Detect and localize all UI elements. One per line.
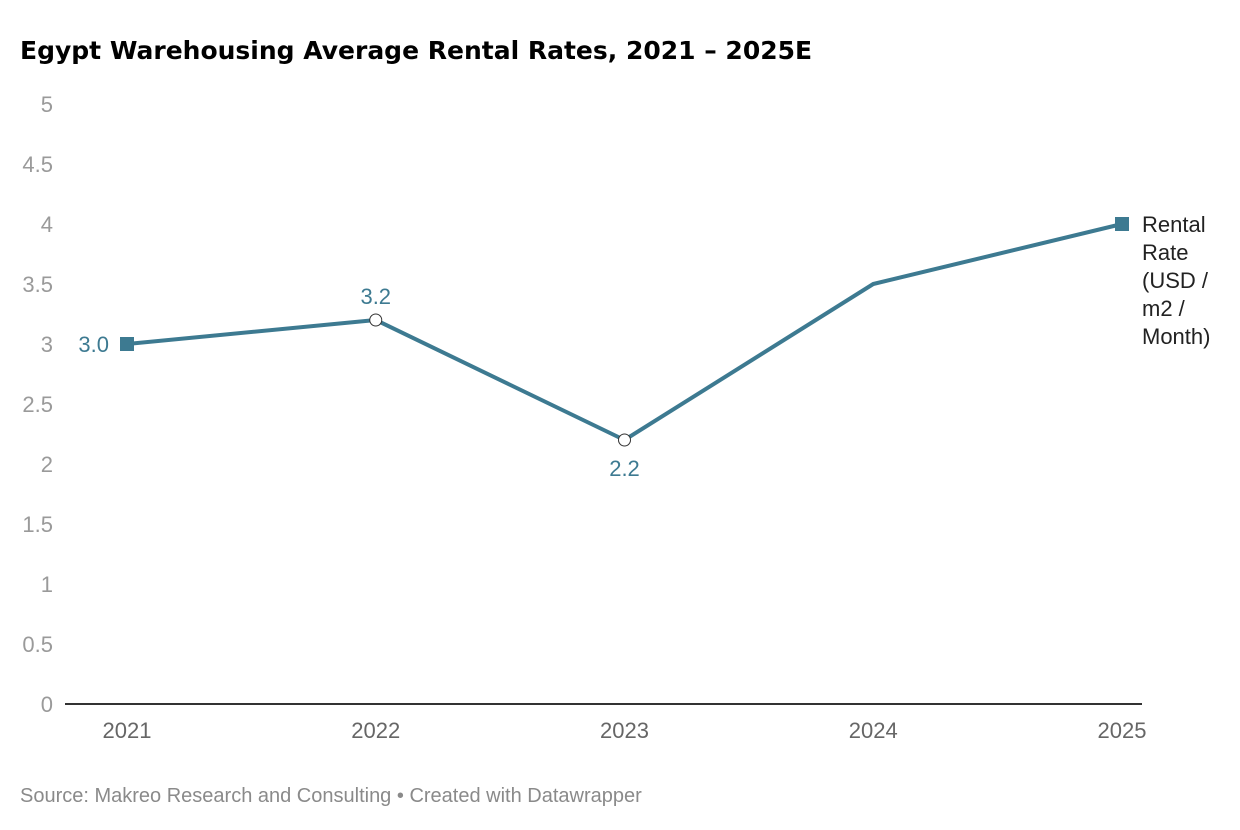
y-tick-label: 4.5 — [22, 152, 53, 177]
data-label: 3.0 — [78, 332, 109, 357]
y-tick-label: 2 — [41, 452, 53, 477]
y-tick-label: 0.5 — [22, 632, 53, 657]
footer-separator: • — [396, 785, 404, 807]
data-point-square — [1115, 217, 1129, 231]
series-name-line: Rate — [1142, 240, 1188, 265]
y-tick-label: 2.5 — [22, 392, 53, 417]
x-tick-label: 2025 — [1098, 718, 1147, 743]
series-end-label: Rental Rate (USD / m2 / Month) — [1142, 212, 1210, 349]
x-tick-label: 2022 — [351, 718, 400, 743]
series-name-line: Rental — [1142, 212, 1206, 237]
y-tick-label: 4 — [41, 212, 53, 237]
data-point-circle — [369, 313, 383, 327]
data-labels: 3.0 3.2 2.2 — [78, 284, 639, 481]
series-name-line: (USD / — [1142, 268, 1209, 293]
y-tick-label: 1 — [41, 572, 53, 597]
y-tick-label: 0 — [41, 692, 53, 717]
x-tick-label: 2021 — [103, 718, 152, 743]
y-axis: 0 0.5 1 1.5 2 2.5 3 3.5 4 4.5 5 — [22, 92, 53, 717]
x-tick-label: 2024 — [849, 718, 898, 743]
x-tick-label: 2023 — [600, 718, 649, 743]
series-rental-rate — [120, 217, 1129, 447]
y-tick-label: 5 — [41, 92, 53, 117]
x-axis: 2021 2022 2023 2024 2025 — [103, 718, 1147, 743]
footer: Source: Makreo Research and Consulting •… — [20, 785, 642, 808]
data-point-circle — [618, 433, 631, 447]
data-label: 3.2 — [360, 284, 391, 309]
data-point-square — [120, 337, 134, 351]
y-tick-label: 1.5 — [22, 512, 53, 537]
y-tick-label: 3 — [41, 332, 53, 357]
y-tick-label: 3.5 — [22, 272, 53, 297]
credit-text: Created with Datawrapper — [409, 785, 642, 807]
series-name-line: Month) — [1142, 324, 1210, 349]
data-label: 2.2 — [609, 456, 640, 481]
chart-title: Egypt Warehousing Average Rental Rates, … — [20, 36, 813, 65]
source-text: Source: Makreo Research and Consulting — [20, 785, 392, 807]
series-line — [125, 222, 1124, 442]
series-name-line: m2 / — [1142, 296, 1186, 321]
